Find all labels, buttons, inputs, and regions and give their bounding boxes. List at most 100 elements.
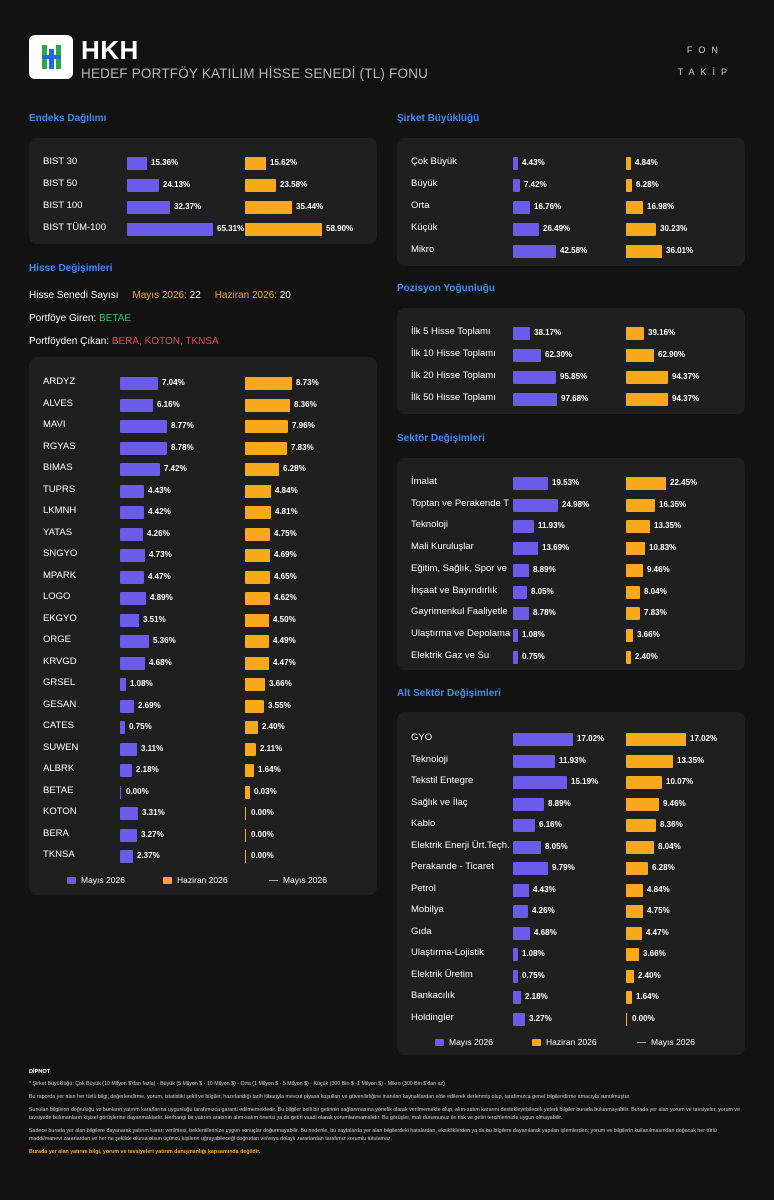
may-2026-value: 7.42% [164,464,187,473]
june-2026-value: 9.46% [647,564,670,574]
june-2026-bar [626,563,643,577]
june-2026-value: 17.02% [690,734,718,743]
stocks-label: YATAS [43,526,73,538]
june-2026-bar [626,754,673,768]
june-2026-bar [245,613,269,627]
sector-row: Toptan ve Perakende T 24.98% 16.35% [397,494,745,516]
subsector-row: Teknoloji 11.93% 13.35% [397,750,745,772]
index-distribution-card: BIST 30 15.36% 15.62% BIST 50 24.13% 23.58% BI… [29,138,377,244]
may-2026-value: 4.47% [148,571,171,581]
may-2026-value: 3.31% [142,808,165,817]
may-2026-value: 24.98% [562,499,590,509]
june-2026-value: 6.28% [636,180,659,189]
may-2026-value: 8.78% [533,608,556,618]
legend-line-may-2026: Mayıs 2026 [269,875,327,885]
stocks-label: ALBRK [43,763,75,774]
legend-june-2026-label: Haziran 2026 [177,875,228,885]
june-2026-value: 1.64% [636,992,659,1001]
may-2026-bar [120,764,132,777]
may-2026-bar [513,733,573,746]
sector-row: İmalat 19.53% 22.45% [397,472,745,494]
may-2026-value: 95.85% [560,372,588,381]
may-2026-value: 5.36% [153,636,176,645]
index-row: BIST 30 15.36% 15.62% [29,152,377,174]
june-2026-bar [626,650,631,664]
section-title-index: Endeks Dağılımı [29,113,107,124]
legend-june-2026-label: Haziran 2026 [546,1037,597,1047]
sector-label: Elektrik Gaz ve Su [411,649,490,661]
stocks-row: ARDYZ 7.04% 8.73% [29,372,377,394]
june-2026-value: 22.45% [670,478,698,487]
size-row: Büyük 7.42% 6.28% [397,174,745,196]
june-2026-bar [626,1012,627,1026]
june-2026-bar [245,764,254,777]
legend-line-may-2026-swatch [269,879,278,881]
index-row: BIST TÜM-100 65.31% 58.90% [29,218,377,240]
june-2026-value: 3.66% [269,679,292,688]
sector-row: Teknoloji 11.93% 13.35% [397,515,745,537]
sector-row: İnşaat ve Bayındırlık 8.05% 8.04% [397,581,745,603]
footnote-title: DİPNOT [29,1069,51,1075]
june-2026-bar [626,327,644,340]
june-2026-value: 4.81% [275,507,298,516]
may-2026-value: 8.05% [545,841,568,851]
june-2026-bar [626,585,640,599]
legend-june-2026: Haziran 2026 [532,1037,597,1047]
index-row: BIST 100 32.37% 35.44% [29,196,377,218]
stocks-label: ORGE [43,634,71,645]
section-title-sector: Sektör Değişimleri [397,433,485,444]
june-2026-value: 4.75% [647,906,670,915]
may-2026-value: 8.77% [171,421,194,430]
june-2026-value: 4.69% [274,550,297,559]
june-2026-value: 0.03% [254,786,277,796]
june-2026-bar [245,699,264,713]
stocks-label: TKNSA [43,849,75,860]
sector-label: Eğitim, Sağlık, Spor ve [411,562,508,574]
june-2026-bar [245,157,266,170]
stocks-label: RGYAS [43,440,76,452]
may-2026-value: 11.93% [559,755,586,765]
stocks-row: RGYAS 8.78% 7.83% [29,437,377,459]
subsector-row: Kablo 6.16% 8.36% [397,814,745,836]
stocks-row: TKNSA 2.37% 0.00% [29,845,377,867]
subsector-label: Gıda [411,925,432,937]
fund-name: HEDEF PORTFÖY KATILIM HİSSE SENEDİ (TL) … [81,66,429,81]
index-label: BIST 30 [43,156,78,167]
jun-count-value: 20 [279,290,291,301]
june-2026-value: 0.00% [251,851,274,860]
june-2026-bar [245,223,322,236]
sector-row: Mali Kuruluşlar 13.69% 10.83% [397,537,745,559]
june-2026-value: 4.84% [647,884,670,894]
sector-label: Toptan ve Perakende T [411,497,510,509]
may-2026-value: 1.08% [130,679,153,688]
june-2026-bar [626,179,632,192]
may-2026-bar [513,926,530,940]
may-count-label: Mayıs 2026: [132,290,187,301]
may-2026-value: 2.18% [525,992,548,1001]
stocks-label: GESAN [43,698,77,710]
june-2026-bar [245,656,269,670]
may-2026-bar [513,991,521,1004]
may-2026-bar [127,201,170,214]
june-2026-bar [626,862,648,875]
subsector-label: Tekstil Entegre [411,775,474,786]
june-2026-bar [626,498,655,512]
stocks-row: LKMNH 4.42% 4.81% [29,501,377,523]
subsector-label: Holdingler [411,1011,454,1023]
sector-row: Ulaştırma ve Depolama 1.08% 3.66% [397,624,745,646]
june-2026-bar [626,948,639,961]
june-2026-value: 4.49% [273,636,296,645]
subsector-label: Ulaştırma-Lojistik [411,947,484,958]
may-2026-bar [513,819,535,832]
stocks-row: ALVES 6.16% 8.36% [29,394,377,416]
portfolio-out-label: Portföyden Çıkan: [29,336,110,347]
may-2026-bar [513,179,520,192]
stocks-label: BETAE [43,784,74,796]
may-2026-bar [120,398,153,412]
subsector-row: Perakande - Ticaret 9.79% 6.28% [397,857,745,879]
june-2026-value: 7.96% [292,421,315,430]
june-2026-value: 30.23% [660,224,688,233]
may-2026-bar [513,223,539,236]
subsector-row: Holdingler 3.27% 0.00% [397,1008,745,1030]
subsector-row: Petrol 4.43% 4.84% [397,879,745,901]
